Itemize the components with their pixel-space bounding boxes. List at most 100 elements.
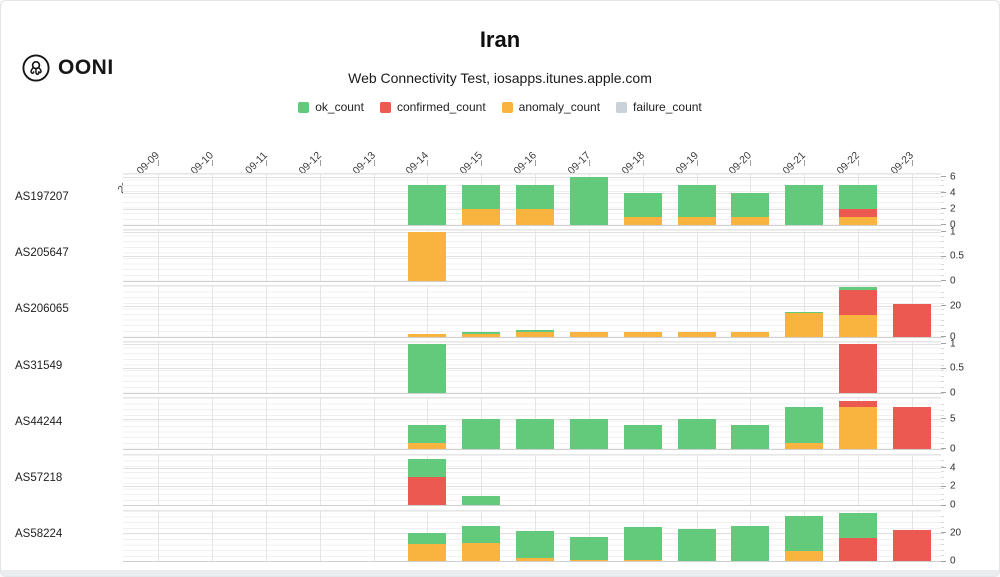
- y-axis-tick: [941, 280, 946, 282]
- y-axis-tick: [941, 343, 946, 345]
- x-axis-tick: [804, 160, 806, 166]
- gridline-vertical: [481, 286, 483, 337]
- facet-label-asn: AS197207: [15, 191, 69, 204]
- bar-segment-anomaly: [462, 208, 501, 225]
- x-axis-tick: [911, 160, 913, 166]
- gridline-vertical: [373, 286, 375, 337]
- gridline-vertical: [319, 398, 321, 449]
- gridline-vertical: [911, 454, 913, 505]
- gridline-vertical: [265, 286, 267, 337]
- gridline-vertical: [481, 342, 483, 393]
- x-axis-tick: [696, 160, 698, 166]
- y-axis-minor-tick: [941, 297, 944, 299]
- bar-segment-ok: [408, 343, 447, 393]
- bar-segment-anomaly: [677, 216, 716, 225]
- y-axis-tick-label: 0.5: [950, 362, 964, 374]
- gridline-vertical: [319, 510, 321, 562]
- bar-segment-ok: [839, 513, 878, 539]
- x-axis-tick: [588, 160, 590, 166]
- y-axis-minor-tick: [941, 202, 944, 203]
- gridline-vertical: [858, 230, 860, 281]
- y-axis-minor-tick: [941, 319, 944, 321]
- y-axis-tick-label: 0: [950, 387, 956, 399]
- gridline-vertical: [750, 398, 752, 449]
- gridline-vertical: [265, 510, 267, 562]
- bar-segment-anomaly: [408, 544, 447, 562]
- legend-item-ok: ok_count: [298, 100, 364, 114]
- legend-item-anomaly: anomaly_count: [501, 100, 600, 114]
- bar-segment-ok: [785, 515, 824, 552]
- y-axis-tick: [941, 231, 946, 233]
- bar-segment-ok: [462, 418, 501, 449]
- bar-segment-ok: [408, 458, 447, 478]
- facet-plot: 0 0.5 1: [123, 226, 964, 286]
- gridline-vertical: [642, 342, 644, 393]
- gridline-vertical: [158, 174, 160, 225]
- gridline-vertical: [212, 230, 214, 281]
- gridline-vertical: [804, 286, 806, 337]
- y-axis-minor-tick: [941, 426, 944, 428]
- bar-segment-ok: [785, 406, 824, 443]
- y-axis-minor-tick: [941, 465, 944, 467]
- gridline-vertical: [481, 230, 483, 281]
- y-axis-tick-label: 5: [950, 413, 956, 425]
- y-axis-minor-tick: [941, 555, 944, 557]
- gridline-vertical: [642, 230, 644, 281]
- x-axis-tick: [265, 160, 267, 166]
- x-axis-tick: [427, 160, 429, 166]
- bar-segment-ok: [516, 330, 555, 333]
- y-axis-minor-tick: [941, 190, 944, 192]
- y-axis-minor-tick: [941, 521, 944, 523]
- gridline-horizontal: [123, 256, 941, 258]
- bar-segment-anomaly: [785, 442, 824, 449]
- y-axis-tick-label: 0: [950, 443, 956, 455]
- y-axis-minor-tick: [941, 274, 944, 276]
- bar-segment-ok: [839, 184, 878, 209]
- bar-segment-anomaly: [677, 332, 716, 337]
- ooni-octopus-icon: [22, 54, 50, 82]
- bar-segment-anomaly: [839, 406, 878, 449]
- bar-segment-anomaly: [462, 542, 501, 562]
- x-axis-tick: [212, 160, 214, 166]
- gridline-vertical: [588, 286, 590, 337]
- gridline-vertical: [158, 230, 160, 281]
- facet-label-asn: AS44244: [15, 415, 63, 428]
- y-axis-tick-label: 6: [950, 171, 956, 183]
- bar-segment-anomaly: [462, 333, 501, 337]
- y-axis-tick-label: 1: [950, 338, 956, 350]
- facet-label-asn: AS206065: [15, 303, 69, 316]
- bar-segment-ok: [731, 525, 770, 562]
- gridline-vertical: [212, 454, 214, 505]
- gridline-vertical: [588, 342, 590, 393]
- bar-segment-anomaly: [408, 442, 447, 449]
- bar-segment-confirmed: [839, 538, 878, 562]
- gridline-vertical: [265, 174, 267, 225]
- gridline-vertical: [212, 510, 214, 562]
- y-axis-minor-tick: [941, 387, 944, 389]
- x-axis-tick: [158, 160, 160, 166]
- y-axis-minor-tick: [941, 269, 944, 271]
- y-axis-minor-tick: [941, 538, 944, 540]
- x-axis-tick: [535, 160, 537, 166]
- gridline-vertical: [804, 342, 806, 393]
- gridline-horizontal: [123, 467, 941, 469]
- y-axis-minor-tick: [941, 381, 944, 383]
- y-axis-minor-tick: [941, 375, 944, 377]
- gridline-vertical: [158, 342, 160, 393]
- bar-segment-ok: [516, 418, 555, 449]
- gridline-horizontal: [123, 368, 941, 370]
- y-axis-tick: [941, 392, 946, 394]
- bar-segment-anomaly: [623, 559, 662, 562]
- bar-segment-ok: [569, 418, 608, 449]
- bar-segment-confirmed: [892, 304, 931, 337]
- bar-segment-ok: [731, 424, 770, 449]
- y-axis-tick: [941, 448, 946, 450]
- gridline-vertical: [158, 454, 160, 505]
- y-axis-minor-tick: [941, 431, 944, 433]
- y-axis-minor-tick: [941, 482, 944, 484]
- y-axis-minor-tick: [941, 532, 944, 534]
- gridline-vertical: [158, 398, 160, 449]
- y-axis-minor-tick: [941, 364, 944, 366]
- facet-label-asn: AS31549: [15, 359, 63, 372]
